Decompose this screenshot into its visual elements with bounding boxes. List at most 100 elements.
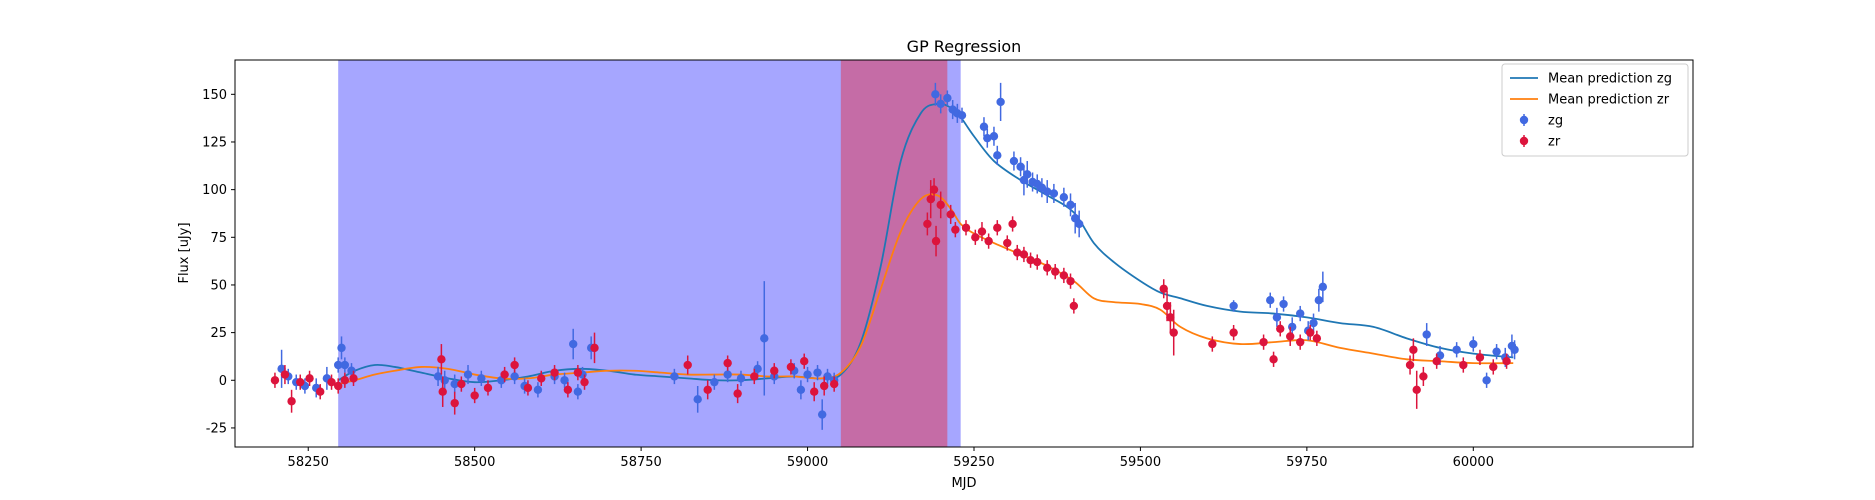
data-point-zr [349,370,358,386]
data-point-zr [1312,330,1322,346]
data-point-zg [736,370,746,386]
marker [450,379,459,389]
marker [1412,385,1421,395]
marker [1008,219,1017,229]
data-point-zr [1169,309,1178,356]
legend-label: zg [1548,114,1563,129]
data-point-zg [1043,180,1052,203]
data-point-zg [803,366,812,383]
marker [979,122,989,131]
marker [1013,248,1022,257]
marker [1419,372,1428,381]
data-point-zr [537,370,546,386]
marker [438,387,447,396]
marker [500,370,509,379]
data-point-zr [723,355,732,371]
data-point-zr [946,204,955,224]
shaded-region-2 [840,60,948,447]
marker [569,339,578,349]
data-point-zr [977,222,987,242]
legend-box [1501,63,1689,157]
data-point-zg [533,382,543,398]
x-tick-label: 58750 [620,455,661,470]
data-point-zr [450,391,459,415]
marker [563,385,573,395]
data-point-zr [1008,216,1017,232]
marker [786,362,796,372]
marker [957,111,967,120]
data-point-zg [670,368,679,385]
data-point-zr [327,374,336,390]
prediction-line-zr [337,193,1514,385]
data-point-zg [710,374,719,390]
data-point-zg [1469,336,1478,352]
marker [347,366,356,375]
marker [580,377,589,387]
marker [936,99,945,109]
marker [993,151,1002,160]
marker [457,379,466,389]
data-point-zg [1023,161,1032,188]
data-point-zr [1066,273,1075,289]
data-point-zr [1489,359,1498,375]
marker [929,185,939,194]
data-point-zr [1051,263,1060,280]
data-point-zr [333,378,343,394]
data-point-zg [943,90,952,106]
data-point-zg [1279,296,1288,312]
data-point-zr [305,370,314,386]
marker [1305,328,1315,337]
marker [1482,376,1491,385]
marker [1049,189,1059,198]
data-point-zg [817,399,827,430]
data-point-zr [470,387,479,404]
marker [1059,271,1069,280]
marker [1276,324,1285,334]
x-tick-label: 59750 [1286,455,1327,470]
data-point-zr [971,229,980,245]
marker [305,374,314,383]
data-point-zg [796,380,806,400]
marker [510,360,519,370]
marker [1459,360,1468,370]
marker [1208,339,1217,349]
data-point-zg [1016,157,1025,177]
y-tick-label: 50 [210,278,227,293]
data-point-zr [1229,324,1238,341]
marker [477,374,486,383]
marker [270,376,280,385]
marker [1492,347,1501,356]
data-point-zr [1269,351,1278,367]
marker [1272,313,1282,322]
marker [1059,193,1069,202]
data-point-zr [1019,246,1029,263]
data-point-zg [1482,372,1491,388]
marker [1510,345,1519,354]
data-point-zg [1009,151,1019,171]
y-tick-label: 0 [219,374,227,389]
data-point-zr [829,376,839,392]
marker [1043,187,1052,196]
marker [1266,296,1275,305]
data-point-zr [580,374,589,390]
data-point-zg [573,384,583,400]
data-point-zg [1314,288,1324,312]
data-point-zg [931,82,940,106]
data-point-zr [931,225,941,257]
legend-label: Mean prediction zg [1548,72,1672,87]
marker [923,219,932,229]
marker [470,391,479,400]
data-point-zg [936,94,945,114]
marker [1409,345,1418,354]
data-point-zr [951,222,960,238]
data-point-zr [1026,252,1035,268]
data-point-zr [1013,244,1022,261]
data-point-zg [989,126,999,146]
data-point-zr [287,389,296,413]
data-point-zg [340,357,350,373]
data-point-zr [1412,370,1421,409]
marker [287,397,296,406]
marker [770,366,779,375]
data-point-zr [270,372,280,388]
data-point-zg [1309,313,1318,333]
